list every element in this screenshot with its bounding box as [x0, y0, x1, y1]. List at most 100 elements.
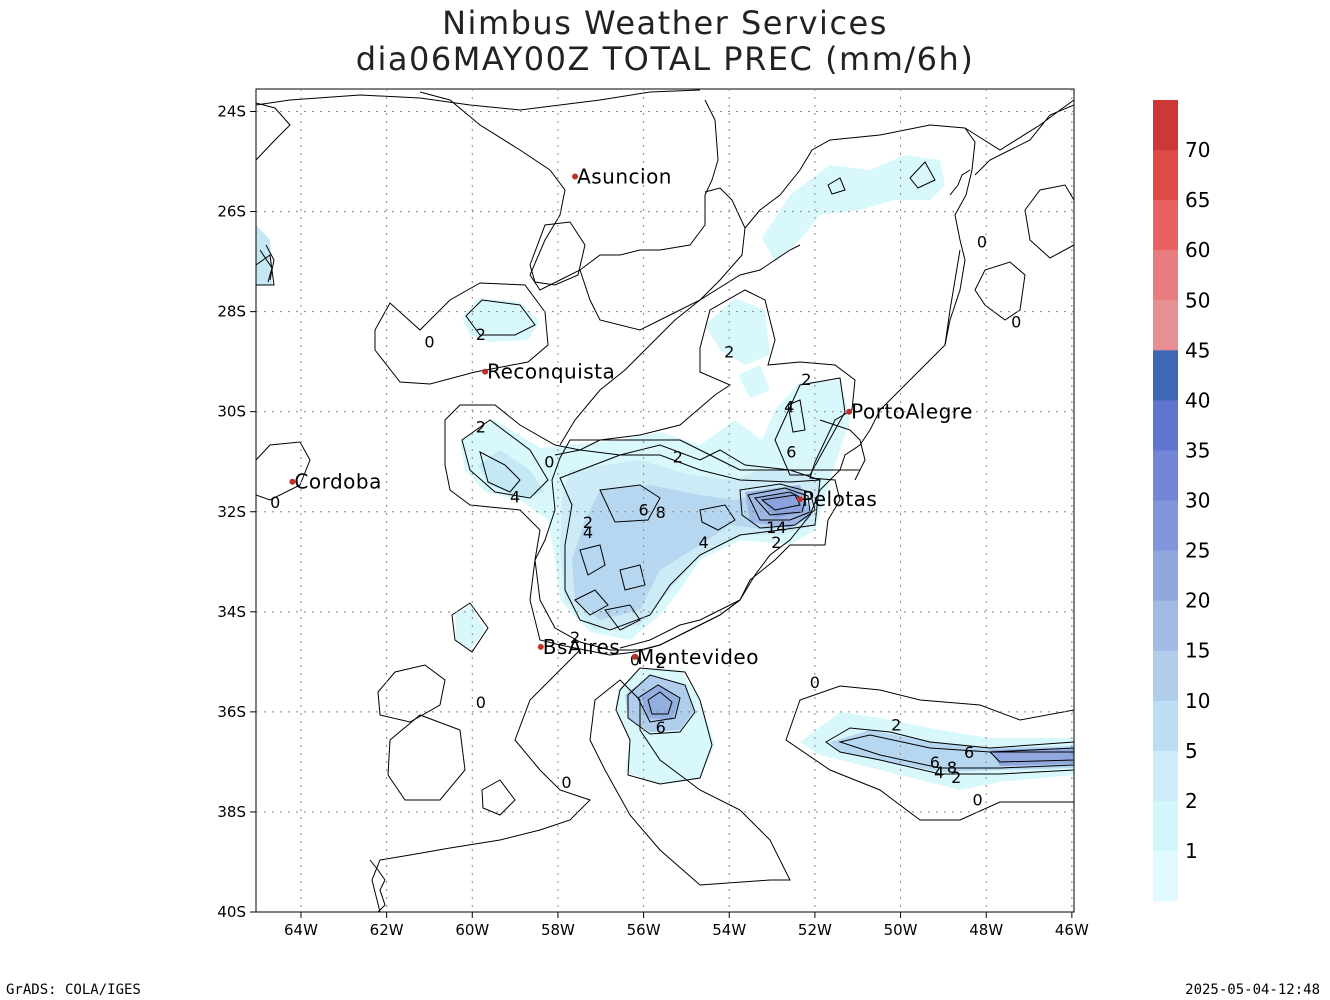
colorbar-label: 60	[1185, 238, 1210, 262]
contour-label: 8	[656, 503, 666, 522]
colorbar-segment	[1153, 150, 1178, 201]
lon-tick-label: 54W	[712, 921, 746, 939]
colorbar-label: 35	[1185, 438, 1210, 462]
contour-label: 4	[510, 488, 520, 507]
city-marker	[572, 173, 579, 180]
lon-tick-label: 50W	[884, 921, 918, 939]
colorbar-segment	[1153, 200, 1178, 251]
map-area	[256, 89, 1074, 912]
lat-tick-label: 38S	[217, 803, 246, 821]
city-label: BsAires	[543, 635, 620, 659]
colorbar-segment	[1153, 250, 1178, 301]
lat-tick-label: 28S	[217, 303, 246, 321]
colorbar-segment	[1153, 851, 1178, 902]
contour-label: 6	[638, 500, 648, 519]
contour-label: 0	[561, 773, 571, 792]
city-label: Cordoba	[294, 470, 381, 494]
lat-tick-label: 36S	[217, 703, 246, 721]
colorbar-segment	[1153, 600, 1178, 652]
colorbar-segment	[1153, 350, 1178, 401]
city-marker	[796, 496, 803, 503]
colorbar-label: 50	[1185, 288, 1210, 312]
contour-label: 4	[583, 523, 593, 542]
coastlines-borders	[256, 89, 1074, 912]
title-line-1: Nimbus Weather Services	[442, 4, 888, 42]
contour-label: 0	[973, 790, 983, 809]
city-marker	[537, 643, 544, 650]
colorbar-label: 15	[1185, 639, 1210, 663]
contour-label: 0	[810, 673, 820, 692]
lon-tick-label: 58W	[541, 921, 575, 939]
contour-label: 6	[930, 753, 940, 772]
city-marker	[482, 368, 489, 375]
colorbar-label: 10	[1185, 689, 1210, 713]
lon-tick-label: 60W	[455, 921, 489, 939]
contour-label: 2	[570, 628, 580, 647]
contour-label: 6	[656, 718, 666, 737]
lon-tick-label: 64W	[284, 921, 318, 939]
lat-tick-label: 26S	[217, 203, 246, 221]
contour-label: 14	[766, 518, 786, 537]
contour-lines	[256, 161, 1074, 886]
city-marker	[289, 478, 296, 485]
contour-label: 2	[656, 653, 666, 672]
contour-label: 0	[270, 493, 280, 512]
city-marker	[846, 408, 853, 415]
colorbar-segment	[1153, 550, 1178, 602]
colorbar-label: 70	[1185, 138, 1210, 162]
lon-tick-label: 62W	[370, 921, 404, 939]
contour-label: 0	[977, 233, 987, 252]
contour-label: 2	[801, 370, 811, 389]
colorbar-segment	[1153, 800, 1178, 852]
colorbar-label: 5	[1185, 739, 1198, 763]
colorbar-label: 20	[1185, 589, 1210, 613]
contour-label: 4	[698, 533, 708, 552]
lat-tick-label: 40S	[217, 903, 246, 921]
footer-software: GrADS: COLA/IGES	[6, 982, 141, 998]
contour-label: 2	[583, 513, 593, 532]
footer-timestamp: 2025-05-04-12:48	[1185, 982, 1320, 998]
city-label: Reconquista	[487, 360, 615, 384]
lon-tick-label: 46W	[1055, 921, 1089, 939]
lat-tick-label: 24S	[217, 103, 246, 121]
map-frame	[255, 88, 1075, 913]
colorbar-segment	[1153, 450, 1178, 502]
contour-label: 4	[784, 398, 794, 417]
lat-tick-label: 30S	[217, 403, 246, 421]
contour-label: 2	[476, 418, 486, 437]
contour-label: 2	[771, 533, 781, 552]
colorbar-label: 1	[1185, 839, 1198, 863]
contour-label: 4	[934, 763, 944, 782]
lat-tick-label: 34S	[217, 603, 246, 621]
lon-tick-label: 56W	[627, 921, 661, 939]
lon-tick-label: 52W	[798, 921, 832, 939]
colorbar-segment	[1153, 750, 1178, 802]
axis-ticks: 24S 26S 28S 30S 32S 34S 36S 38S 40S 64W 62W 60W 58W 5…	[217, 103, 1089, 939]
contour-label: 2	[891, 715, 901, 734]
contour-label: 2	[476, 325, 486, 344]
city-markers: Asuncion Reconquista PortoAlegre Cordoba Pel…	[289, 165, 972, 669]
contour-label: 2	[951, 768, 961, 787]
city-marker	[632, 653, 639, 660]
colorbar-segment	[1153, 300, 1178, 351]
colorbar-segment	[1153, 100, 1178, 151]
lat-tick-label: 32S	[217, 503, 246, 521]
contour-label: 6	[964, 743, 974, 762]
colorbar-label: 40	[1185, 388, 1210, 412]
contour-label: 2	[724, 343, 734, 362]
colorbar-label: 30	[1185, 489, 1210, 513]
contour-label: 0	[544, 453, 554, 472]
contour-label: 6	[786, 443, 796, 462]
lon-tick-label: 48W	[969, 921, 1003, 939]
city-label: PortoAlegre	[851, 400, 973, 424]
colorbar-segment	[1153, 400, 1178, 451]
contour-label: 0	[476, 693, 486, 712]
colorbar-segment	[1153, 650, 1178, 702]
contour-label: 0	[630, 650, 640, 669]
title-line-2: dia06MAY00Z TOTAL PREC (mm/6h)	[355, 40, 975, 78]
contour-label: 2	[673, 448, 683, 467]
colorbar-segment	[1153, 700, 1178, 752]
